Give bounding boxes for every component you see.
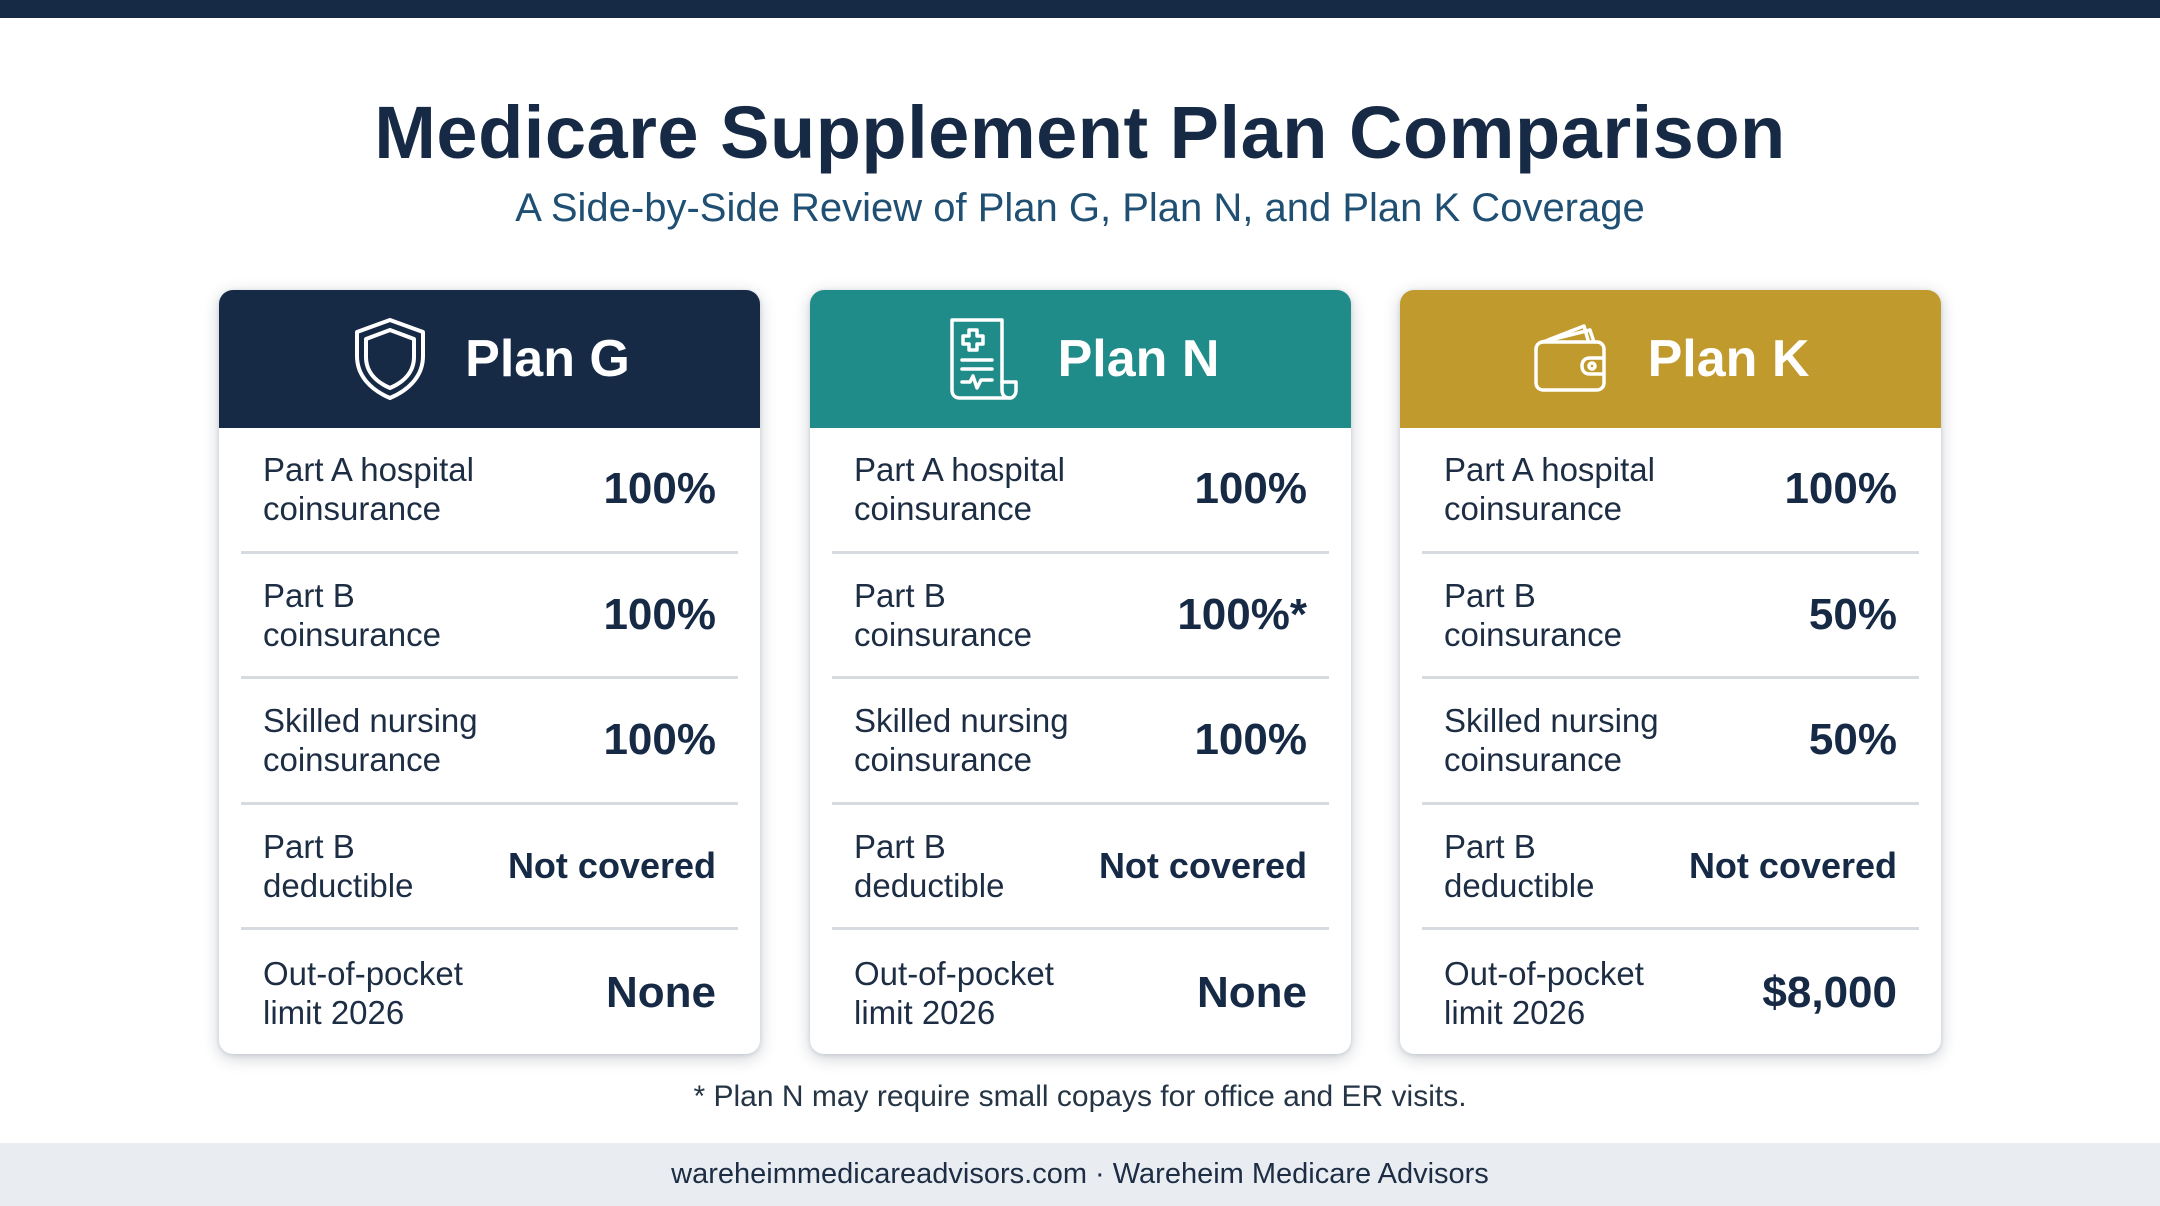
- table-row: Skilled nursing coinsurance 100%: [241, 679, 738, 805]
- table-row: Part A hospital coinsurance 100%: [241, 428, 738, 554]
- plan-k-card: Plan K Part A hospital coinsurance 100% …: [1400, 290, 1941, 1054]
- row-label: Skilled nursing coinsurance: [1444, 702, 1659, 779]
- table-row: Part B coinsurance 100%*: [832, 554, 1329, 679]
- row-value: 100%: [603, 715, 716, 765]
- table-row: Part B deductible Not covered: [1422, 805, 1919, 930]
- row-value: Not covered: [507, 844, 716, 886]
- plan-k-title: Plan K: [1647, 330, 1810, 388]
- row-label: Part B coinsurance: [263, 576, 441, 653]
- row-label: Part A hospital coinsurance: [263, 451, 474, 528]
- plan-g-title: Plan G: [465, 330, 630, 388]
- row-value: $8,000: [1762, 967, 1897, 1017]
- row-value: 50%: [1808, 589, 1897, 639]
- table-row: Out-of-pocket limit 2026 None: [832, 930, 1329, 1054]
- row-value: Not covered: [1688, 844, 1897, 886]
- plan-g-card: Plan G Part A hospital coinsurance 100% …: [219, 290, 760, 1054]
- row-label: Out-of-pocket limit 2026: [854, 954, 1054, 1031]
- table-row: Part B coinsurance 100%: [241, 554, 738, 679]
- plan-n-header: Plan N: [810, 290, 1351, 428]
- row-value: 100%: [1194, 715, 1307, 765]
- table-row: Part A hospital coinsurance 100%: [832, 428, 1329, 554]
- plan-n-card: Plan N Part A hospital coinsurance 100% …: [810, 290, 1351, 1054]
- row-value: 100%: [603, 589, 716, 639]
- row-value: 100%: [1194, 464, 1307, 514]
- row-label: Part B deductible: [1444, 827, 1595, 904]
- row-label: Skilled nursing coinsurance: [854, 702, 1069, 779]
- wallet-icon: [1532, 316, 1614, 402]
- row-value: Not covered: [1098, 844, 1307, 886]
- row-label: Out-of-pocket limit 2026: [1444, 954, 1644, 1031]
- shield-icon: [349, 316, 431, 402]
- row-label: Part B coinsurance: [854, 576, 1032, 653]
- medical-document-icon: [942, 316, 1024, 402]
- row-value: 50%: [1808, 715, 1897, 765]
- row-value: 100%*: [1177, 589, 1307, 639]
- table-row: Out-of-pocket limit 2026 $8,000: [1422, 930, 1919, 1054]
- row-label: Part B deductible: [263, 827, 414, 904]
- plan-n-title: Plan N: [1057, 330, 1220, 388]
- plan-k-header: Plan K: [1400, 290, 1941, 428]
- plan-g-header: Plan G: [219, 290, 760, 428]
- row-label: Out-of-pocket limit 2026: [263, 954, 463, 1031]
- table-row: Skilled nursing coinsurance 100%: [832, 679, 1329, 805]
- table-row: Skilled nursing coinsurance 50%: [1422, 679, 1919, 805]
- row-value: None: [606, 967, 716, 1017]
- table-row: Part B deductible Not covered: [832, 805, 1329, 930]
- top-accent-bar: [0, 0, 2160, 18]
- row-label: Part A hospital coinsurance: [854, 451, 1065, 528]
- row-label: Skilled nursing coinsurance: [263, 702, 478, 779]
- footer: wareheimmedicareadvisors.com · Wareheim …: [0, 1143, 2160, 1206]
- page-subtitle: A Side-by-Side Review of Plan G, Plan N,…: [515, 186, 1645, 230]
- row-label: Part A hospital coinsurance: [1444, 451, 1655, 528]
- row-value: 100%: [1784, 464, 1897, 514]
- row-label: Part B deductible: [854, 827, 1005, 904]
- table-row: Out-of-pocket limit 2026 None: [241, 930, 738, 1054]
- table-row: Part B deductible Not covered: [241, 805, 738, 930]
- row-value: None: [1197, 967, 1307, 1017]
- table-row: Part A hospital coinsurance 100%: [1422, 428, 1919, 554]
- row-label: Part B coinsurance: [1444, 576, 1622, 653]
- footnote: * Plan N may require small copays for of…: [693, 1080, 1467, 1113]
- table-row: Part B coinsurance 50%: [1422, 554, 1919, 679]
- row-value: 100%: [603, 464, 716, 514]
- page-title: Medicare Supplement Plan Comparison: [374, 91, 1786, 174]
- footer-text: wareheimmedicareadvisors.com · Wareheim …: [671, 1158, 1489, 1190]
